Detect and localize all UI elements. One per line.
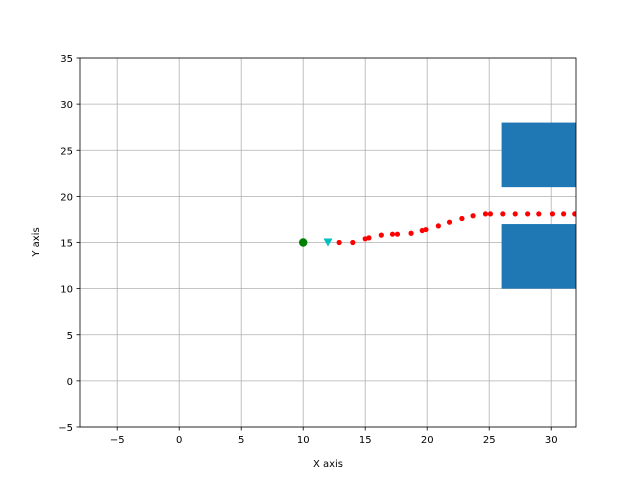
y-tick-label: 25 [60, 146, 73, 157]
x-tick-label: 25 [483, 435, 496, 446]
path-point [512, 211, 518, 217]
y-tick-label: 20 [60, 192, 73, 203]
path-point [336, 239, 342, 246]
x-axis-label: X axis [313, 459, 343, 470]
path-point [525, 211, 531, 217]
x-tick-label: 15 [359, 435, 372, 446]
path-point [561, 211, 567, 217]
y-tick-label: 0 [67, 377, 73, 388]
path-point [446, 219, 453, 225]
path-point [389, 231, 396, 237]
path-point [500, 211, 506, 217]
plot-area [299, 122, 576, 289]
path-point [435, 223, 441, 229]
x-tick-label: 10 [297, 435, 310, 446]
goal-point [323, 238, 333, 247]
y-axis-label: Y axis [31, 227, 42, 257]
path-point [536, 211, 542, 217]
y-tick-label: 10 [60, 285, 73, 296]
obstacle-rect [501, 224, 576, 289]
path-point [482, 211, 489, 217]
x-tick-label: 5 [238, 435, 244, 446]
y-tick-label: 30 [60, 100, 73, 111]
x-tick-label: −5 [110, 435, 125, 446]
y-tick-label: 35 [60, 54, 73, 65]
x-tick-label: 20 [421, 435, 434, 446]
path-point [423, 226, 429, 233]
path-point [487, 211, 494, 217]
x-tick-label: 0 [176, 435, 182, 446]
start-point [299, 238, 308, 247]
path-point [350, 239, 356, 246]
path-point [378, 232, 384, 238]
y-tick-label: −5 [58, 423, 73, 434]
path-point [394, 231, 401, 237]
x-tick-label: 30 [545, 435, 558, 446]
path-point [470, 213, 476, 219]
path-point [459, 215, 465, 222]
path-point [366, 235, 372, 241]
path-point [408, 230, 414, 236]
path-point [572, 211, 576, 217]
obstacle-rect [501, 122, 576, 188]
path-point [549, 211, 556, 217]
y-tick-label: 5 [67, 331, 73, 342]
y-tick-label: 15 [60, 239, 73, 250]
ticks: −5 0 5 10 15 20 25 30 −5 0 5 10 15 20 25 30 35 [58, 54, 557, 446]
